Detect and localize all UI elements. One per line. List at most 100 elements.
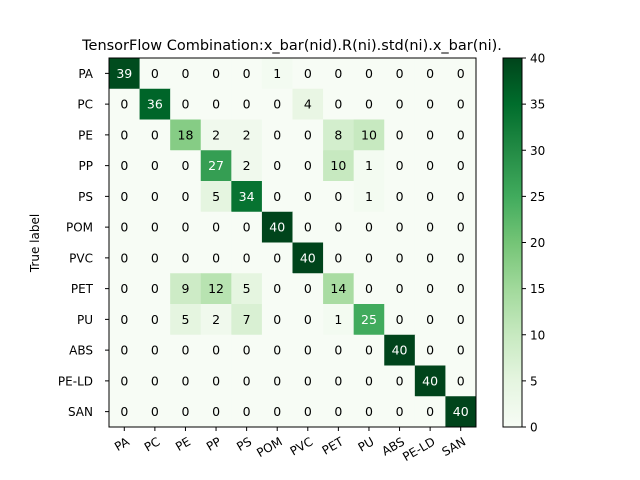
cell-value-label: 0 bbox=[334, 343, 342, 358]
cell-value-label: 0 bbox=[304, 158, 312, 173]
cell-value-label: 0 bbox=[396, 373, 404, 388]
chart-title: TensorFlow Combination:x_bar(nid).R(ni).… bbox=[81, 38, 502, 54]
cell-value-label: 5 bbox=[181, 312, 189, 327]
heatmap-cell bbox=[445, 396, 477, 428]
heatmap-cell bbox=[353, 242, 385, 274]
cell-value-label: 12 bbox=[208, 281, 224, 296]
cell-value-label: 0 bbox=[457, 97, 465, 112]
cell-value-label: 0 bbox=[273, 404, 281, 419]
heatmap-cell bbox=[323, 365, 355, 397]
heatmap-cell bbox=[231, 181, 263, 213]
heatmap-cell bbox=[323, 304, 355, 336]
x-tick-label: PE-LD bbox=[400, 434, 437, 464]
heatmap-cell bbox=[384, 334, 416, 366]
heatmap-cell bbox=[292, 273, 324, 305]
heatmap-cell bbox=[170, 88, 202, 120]
y-tick-label: PS bbox=[78, 190, 93, 204]
y-axis-ticks: PA PC PE PP PS POM PVC PET PU ABS PE-LD SAN bbox=[58, 67, 109, 419]
heatmap-cell bbox=[261, 119, 293, 151]
cell-value-label: 0 bbox=[304, 281, 312, 296]
cell-value-label: 0 bbox=[396, 189, 404, 204]
heatmap-cell bbox=[353, 88, 385, 120]
cell-value-label: 0 bbox=[151, 66, 159, 81]
cell-value-label: 0 bbox=[120, 312, 128, 327]
heatmap-cell bbox=[109, 211, 141, 243]
cell-value-label: 0 bbox=[273, 97, 281, 112]
colorbar-tick-label: 5 bbox=[530, 374, 538, 388]
heatmap-cell bbox=[353, 365, 385, 397]
y-tick-label: PE bbox=[78, 128, 93, 142]
heatmap-cell bbox=[200, 211, 232, 243]
colorbar-tick-label: 30 bbox=[530, 144, 545, 158]
cell-value-label: 0 bbox=[304, 220, 312, 235]
cell-value-label: 0 bbox=[396, 250, 404, 265]
heatmap-cell bbox=[109, 150, 141, 182]
heatmap-cell bbox=[231, 273, 263, 305]
heatmap-cell bbox=[292, 119, 324, 151]
heatmap-cell bbox=[414, 365, 446, 397]
heatmap-cell bbox=[261, 211, 293, 243]
heatmap-cell bbox=[261, 150, 293, 182]
heatmap-cell bbox=[231, 334, 263, 366]
cell-value-label: 0 bbox=[151, 312, 159, 327]
cell-value-label: 40 bbox=[300, 250, 316, 265]
heatmap-cell bbox=[139, 396, 171, 428]
cell-value-label: 0 bbox=[212, 373, 220, 388]
heatmap-cell bbox=[414, 58, 446, 90]
cell-value-label: 0 bbox=[181, 404, 189, 419]
heatmap-cell bbox=[139, 119, 171, 151]
cell-value-label: 0 bbox=[151, 250, 159, 265]
heatmap-cell bbox=[384, 242, 416, 274]
heatmap-cell bbox=[384, 396, 416, 428]
cell-value-label: 0 bbox=[181, 189, 189, 204]
cell-value-label: 0 bbox=[273, 189, 281, 204]
cell-value-label: 0 bbox=[334, 66, 342, 81]
y-tick-label: PET bbox=[71, 282, 94, 296]
cell-value-label: 0 bbox=[457, 127, 465, 142]
heatmap-cell bbox=[200, 88, 232, 120]
cell-value-label: 0 bbox=[426, 158, 434, 173]
heatmap-cell bbox=[445, 88, 477, 120]
heatmap-cell bbox=[170, 334, 202, 366]
cell-value-label: 0 bbox=[120, 97, 128, 112]
heatmap-cell bbox=[231, 396, 263, 428]
cell-value-label: 25 bbox=[361, 312, 377, 327]
heatmap-cell bbox=[261, 396, 293, 428]
cell-value-label: 0 bbox=[365, 66, 373, 81]
cell-value-label: 0 bbox=[457, 373, 465, 388]
cell-value-label: 0 bbox=[365, 281, 373, 296]
cell-value-label: 0 bbox=[181, 220, 189, 235]
heatmap-cell bbox=[384, 119, 416, 151]
cell-value-label: 0 bbox=[120, 158, 128, 173]
cell-value-label: 40 bbox=[269, 220, 285, 235]
heatmap-cell bbox=[353, 211, 385, 243]
heatmap-cell bbox=[170, 365, 202, 397]
cell-value-label: 0 bbox=[181, 250, 189, 265]
cell-value-label: 0 bbox=[120, 189, 128, 204]
cell-value-label: 0 bbox=[243, 250, 251, 265]
cell-value-label: 0 bbox=[426, 97, 434, 112]
cell-value-label: 0 bbox=[212, 97, 220, 112]
heatmap-cell bbox=[261, 58, 293, 90]
cell-value-label: 0 bbox=[151, 343, 159, 358]
y-tick-label: PVC bbox=[69, 251, 93, 265]
cell-value-label: 0 bbox=[457, 189, 465, 204]
cell-value-label: 0 bbox=[457, 220, 465, 235]
cell-value-label: 0 bbox=[212, 66, 220, 81]
cell-value-label: 0 bbox=[243, 373, 251, 388]
cell-value-label: 1 bbox=[365, 189, 373, 204]
cell-value-label: 0 bbox=[243, 97, 251, 112]
x-tick-label: PS bbox=[234, 434, 254, 454]
heatmap-cell bbox=[200, 119, 232, 151]
cell-value-label: 0 bbox=[457, 250, 465, 265]
heatmap-cell bbox=[292, 211, 324, 243]
heatmap-cell bbox=[323, 119, 355, 151]
cell-value-label: 39 bbox=[116, 66, 132, 81]
cell-value-label: 0 bbox=[426, 250, 434, 265]
cell-value-label: 0 bbox=[426, 66, 434, 81]
heatmap-cell bbox=[139, 334, 171, 366]
heatmap-cell-labels: 39 0 0 0 0 1 0 0 0 0 0 00 36 0 0 0 0 4 0 0 0 0 00 0 18 2 2 0 0 8 10 0 0 0… bbox=[116, 66, 468, 419]
heatmap-cell bbox=[384, 181, 416, 213]
colorbar-tick-label: 10 bbox=[530, 328, 545, 342]
heatmap-cell bbox=[170, 150, 202, 182]
